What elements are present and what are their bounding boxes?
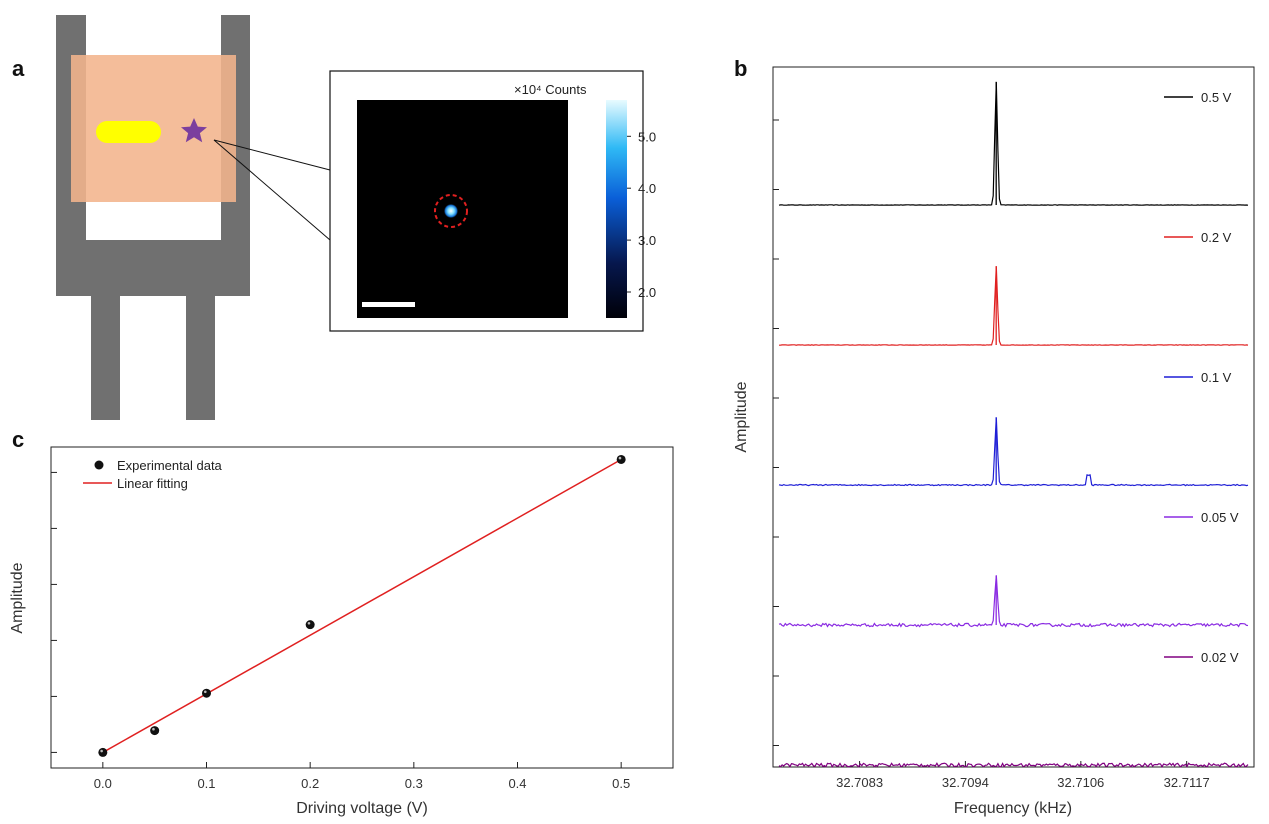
series-label: 0.5 V bbox=[1201, 90, 1232, 105]
data-point bbox=[202, 688, 211, 698]
panel-b: b Amplitude Frequency (kHz) 32.7083 32.7… bbox=[733, 56, 1255, 817]
data-point bbox=[150, 726, 160, 736]
legend-label-fit: Linear fitting bbox=[117, 476, 188, 491]
plot-c-xtick-label: 0.4 bbox=[508, 776, 526, 791]
data-point-highlight bbox=[307, 621, 311, 625]
device-schematic bbox=[56, 15, 331, 420]
colorbar bbox=[606, 100, 627, 318]
plot-b-xtick-label: 32.7094 bbox=[942, 775, 989, 790]
panel-a-letter: a bbox=[12, 56, 25, 81]
plot-b-ylabel: Amplitude bbox=[733, 381, 750, 452]
plot-b-xtick-label: 32.7083 bbox=[836, 775, 883, 790]
colorbar-ticks: 2.0 3.0 4.0 5.0 bbox=[627, 129, 656, 300]
marker-circle bbox=[434, 194, 468, 228]
plot-c-frame bbox=[50, 446, 674, 769]
plot-c-xtick-label: 0.1 bbox=[197, 776, 215, 791]
plot-c-xtick-label: 0.0 bbox=[94, 776, 112, 791]
plot-c-legend: Experimental data Linear fitting bbox=[83, 458, 223, 491]
series-label: 0.2 V bbox=[1201, 230, 1232, 245]
plot-c-marks bbox=[98, 454, 626, 757]
colorbar-title: ×10⁴ Counts bbox=[514, 82, 587, 97]
plot-b-xtick-label: 32.7106 bbox=[1057, 775, 1104, 790]
series-label: 0.02 V bbox=[1201, 650, 1239, 665]
series-label: 0.05 V bbox=[1201, 510, 1239, 525]
frame-leg-right bbox=[186, 296, 215, 420]
fluorescence-spot bbox=[444, 204, 458, 218]
spectrum-trace bbox=[778, 762, 1249, 768]
plot-c-xlabel: Driving voltage (V) bbox=[296, 800, 428, 817]
data-point bbox=[98, 747, 108, 757]
data-point-highlight bbox=[152, 727, 155, 731]
data-point bbox=[616, 454, 626, 464]
panel-c-letter: c bbox=[12, 427, 24, 452]
frame-base bbox=[56, 240, 250, 296]
colorbar-tick-label: 3.0 bbox=[638, 233, 656, 248]
data-point-highlight bbox=[100, 749, 103, 753]
zoom-line-bottom bbox=[213, 139, 331, 241]
spectrum-trace bbox=[778, 82, 1249, 206]
fit-line bbox=[102, 458, 622, 754]
data-point-highlight bbox=[618, 456, 622, 460]
inset-image-box: ×10⁴ Counts 2.0 3.0 4.0 5.0 bbox=[329, 70, 656, 332]
panel-a: a ×10⁴ Counts 2.0 3.0 4.0 bbox=[12, 15, 656, 420]
plot-b-series-labels: 0.5 V 0.2 V 0.1 V 0.05 V 0.02 V bbox=[1201, 90, 1239, 665]
plot-b-xticks: 32.7083 32.7094 32.7106 32.7117 bbox=[773, 119, 1210, 790]
spectrum-trace bbox=[778, 266, 1249, 346]
spectrum-trace bbox=[778, 575, 1249, 628]
plot-b-xlabel: Frequency (kHz) bbox=[954, 800, 1072, 817]
panel-c: c Amplitude Driving voltage (V) 0.0 0.1 … bbox=[9, 427, 674, 817]
plot-c-xtick-label: 0.5 bbox=[612, 776, 630, 791]
colorbar-tick-label: 4.0 bbox=[638, 181, 656, 196]
plot-c-xtick-label: 0.2 bbox=[301, 776, 319, 791]
star-icon bbox=[181, 118, 207, 143]
fluorescence-map bbox=[357, 100, 568, 318]
plot-c-xticks: 0.0 0.1 0.2 0.3 0.4 0.5 bbox=[51, 471, 630, 791]
colorbar-tick-label: 2.0 bbox=[638, 285, 656, 300]
plot-c-ylabel: Amplitude bbox=[9, 562, 26, 633]
nanowire-bar bbox=[96, 121, 161, 143]
frame-leg-left bbox=[91, 296, 120, 420]
colorbar-tick-label: 5.0 bbox=[638, 129, 656, 144]
panel-b-letter: b bbox=[734, 56, 747, 81]
legend-marker-icon bbox=[94, 460, 104, 470]
plot-b-frame bbox=[772, 66, 1255, 768]
data-point-highlight bbox=[204, 690, 207, 694]
plot-c-xtick-label: 0.3 bbox=[405, 776, 423, 791]
series-label: 0.1 V bbox=[1201, 370, 1232, 385]
legend-label-experimental: Experimental data bbox=[117, 458, 223, 473]
plot-b-traces bbox=[778, 81, 1249, 768]
data-point bbox=[305, 620, 315, 630]
scale-bar bbox=[362, 302, 415, 307]
plot-b-xtick-label: 32.7117 bbox=[1164, 775, 1210, 790]
spectrum-trace bbox=[778, 417, 1249, 487]
zoom-line-top bbox=[213, 139, 331, 171]
